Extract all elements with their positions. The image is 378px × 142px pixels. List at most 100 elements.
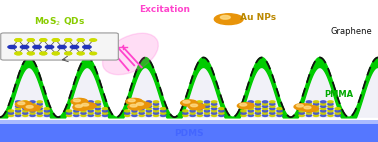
Circle shape <box>95 114 101 116</box>
Circle shape <box>52 52 59 55</box>
Text: MoS$_2$ QDs: MoS$_2$ QDs <box>34 15 85 28</box>
Circle shape <box>81 101 86 103</box>
Circle shape <box>65 39 72 41</box>
Circle shape <box>313 108 319 110</box>
Circle shape <box>255 105 260 107</box>
Bar <box>0 120 378 124</box>
Circle shape <box>52 52 59 55</box>
Circle shape <box>8 114 14 116</box>
Circle shape <box>146 110 152 112</box>
Circle shape <box>335 110 340 112</box>
Circle shape <box>102 110 108 112</box>
Circle shape <box>77 52 84 55</box>
Circle shape <box>335 114 340 116</box>
Circle shape <box>255 103 260 105</box>
Circle shape <box>190 114 195 116</box>
Circle shape <box>15 108 21 110</box>
Circle shape <box>132 114 137 116</box>
Circle shape <box>153 105 159 107</box>
Circle shape <box>37 105 42 107</box>
Circle shape <box>81 105 86 107</box>
Circle shape <box>58 45 66 49</box>
Circle shape <box>95 108 101 110</box>
Circle shape <box>321 110 326 112</box>
Circle shape <box>197 101 203 103</box>
Circle shape <box>27 52 34 55</box>
Circle shape <box>128 104 144 110</box>
Circle shape <box>52 39 59 41</box>
Circle shape <box>255 101 260 103</box>
Circle shape <box>328 112 333 114</box>
Circle shape <box>95 105 101 107</box>
Circle shape <box>65 52 72 55</box>
Circle shape <box>30 114 35 116</box>
Circle shape <box>161 114 166 116</box>
Circle shape <box>37 112 42 114</box>
Circle shape <box>81 108 86 110</box>
Circle shape <box>74 103 79 105</box>
Circle shape <box>197 103 203 105</box>
Circle shape <box>270 110 275 112</box>
Circle shape <box>15 114 21 116</box>
Circle shape <box>277 108 282 110</box>
Circle shape <box>335 108 340 110</box>
Circle shape <box>67 110 72 112</box>
Circle shape <box>15 101 32 107</box>
Circle shape <box>212 101 217 103</box>
Circle shape <box>219 110 224 112</box>
Circle shape <box>88 105 93 107</box>
Circle shape <box>40 39 47 41</box>
Circle shape <box>90 39 96 41</box>
Circle shape <box>15 110 21 112</box>
Circle shape <box>328 101 333 103</box>
Circle shape <box>306 101 311 103</box>
Circle shape <box>74 108 79 110</box>
Circle shape <box>299 112 304 114</box>
Circle shape <box>67 114 72 116</box>
Circle shape <box>37 101 42 103</box>
Circle shape <box>26 106 33 108</box>
Circle shape <box>15 52 22 55</box>
Circle shape <box>214 14 243 25</box>
Circle shape <box>139 103 144 105</box>
Bar <box>0 120 378 142</box>
Circle shape <box>153 103 159 105</box>
Circle shape <box>23 108 28 110</box>
Circle shape <box>306 108 311 110</box>
Circle shape <box>132 110 137 112</box>
Circle shape <box>65 52 72 55</box>
Circle shape <box>335 112 340 114</box>
Circle shape <box>328 114 333 116</box>
Circle shape <box>95 103 101 105</box>
Circle shape <box>132 105 137 107</box>
Circle shape <box>188 103 205 110</box>
Circle shape <box>74 110 79 112</box>
Circle shape <box>8 45 16 49</box>
Circle shape <box>23 101 28 103</box>
Circle shape <box>219 112 224 114</box>
Circle shape <box>73 104 90 110</box>
Circle shape <box>44 112 50 114</box>
Circle shape <box>136 103 144 105</box>
Circle shape <box>255 108 260 110</box>
Circle shape <box>102 114 108 116</box>
Circle shape <box>81 110 86 112</box>
Circle shape <box>74 114 79 116</box>
Circle shape <box>262 112 268 114</box>
Circle shape <box>27 39 34 41</box>
Circle shape <box>139 101 144 103</box>
Circle shape <box>146 101 152 103</box>
Circle shape <box>248 101 253 103</box>
Circle shape <box>30 112 35 114</box>
Circle shape <box>328 110 333 112</box>
Circle shape <box>88 101 93 103</box>
FancyBboxPatch shape <box>1 33 118 60</box>
Circle shape <box>248 112 253 114</box>
Circle shape <box>139 114 144 116</box>
Circle shape <box>306 110 311 112</box>
Circle shape <box>197 114 203 116</box>
Circle shape <box>153 114 159 116</box>
Circle shape <box>146 112 152 114</box>
Circle shape <box>30 110 35 112</box>
Circle shape <box>161 110 166 112</box>
